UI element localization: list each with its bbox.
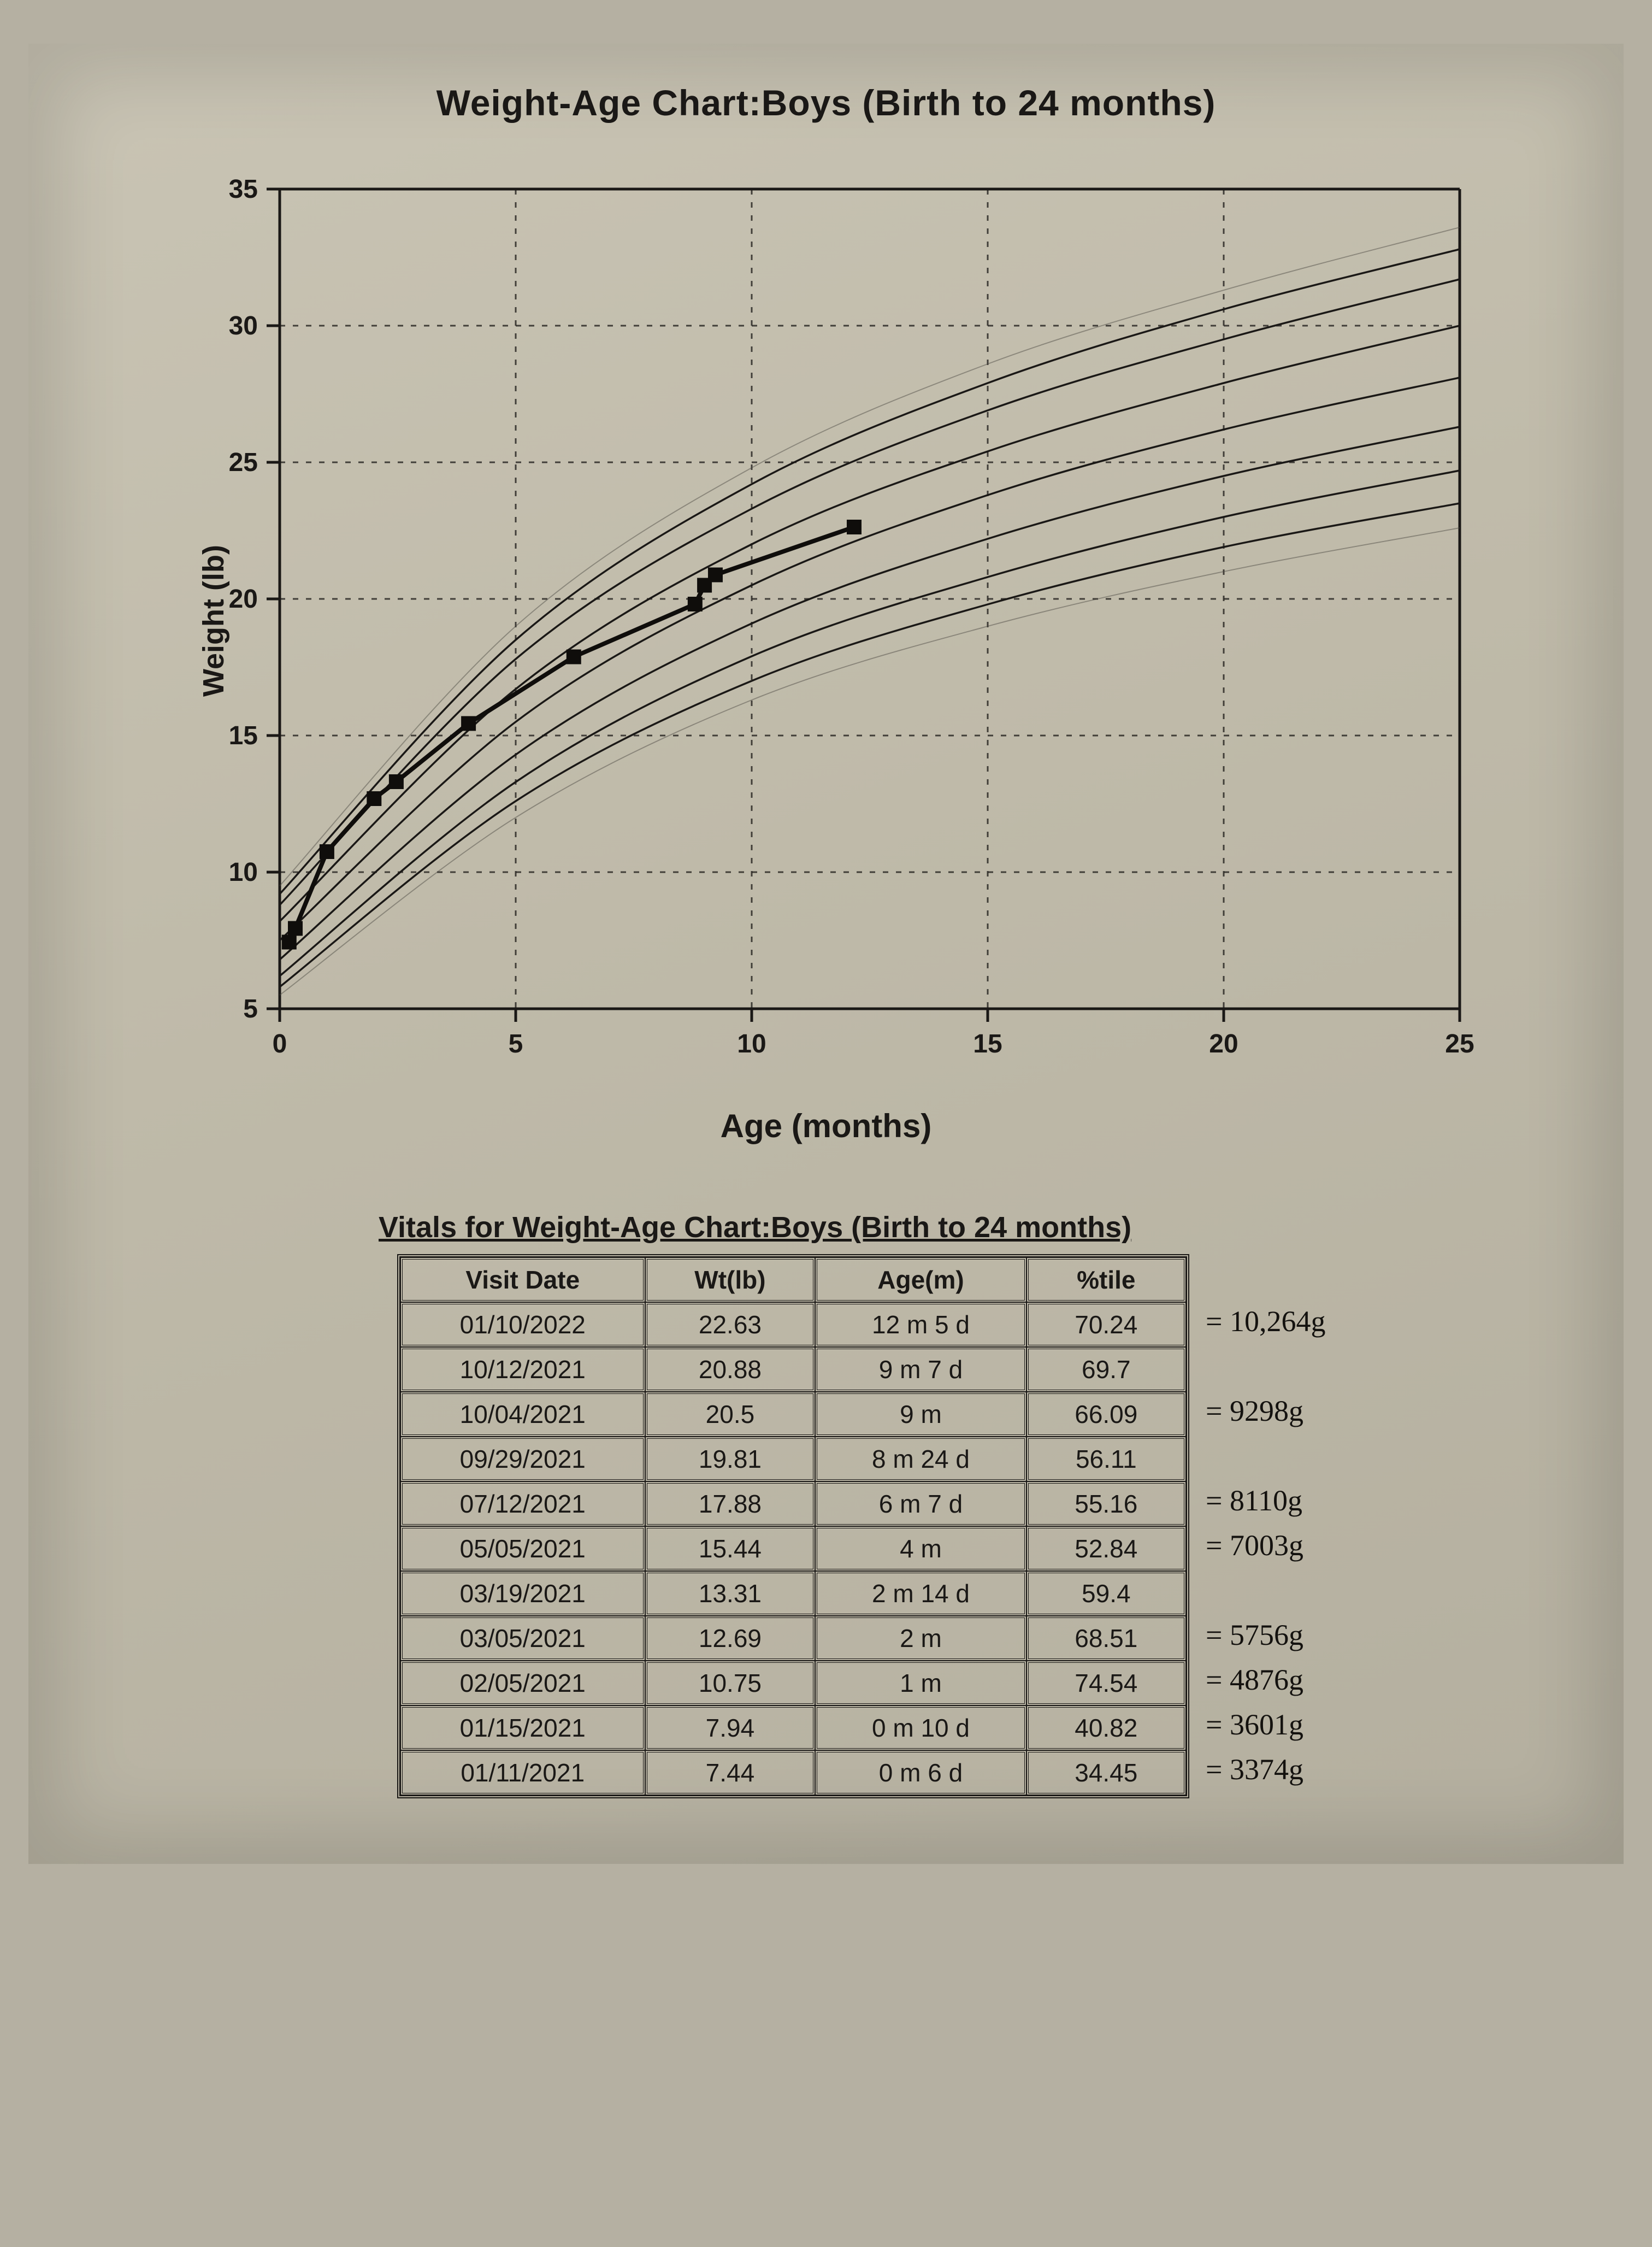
- table-cell: 2 m 14 d: [815, 1571, 1026, 1616]
- table-row: 01/15/20217.940 m 10 d40.82: [400, 1705, 1186, 1750]
- table-cell: 19.81: [645, 1437, 816, 1481]
- svg-text:35: 35: [229, 175, 258, 204]
- table-cell: 7.44: [645, 1750, 816, 1795]
- vitals-col-header: Visit Date: [400, 1257, 645, 1302]
- table-row: 10/04/202120.59 m66.09: [400, 1392, 1186, 1437]
- svg-text:25: 25: [229, 448, 258, 477]
- y-axis-label: Weight (lb): [197, 545, 231, 697]
- table-cell: 15.44: [645, 1526, 816, 1571]
- handwritten-note: = 8110g: [1206, 1478, 1325, 1523]
- table-cell: 8 m 24 d: [815, 1437, 1026, 1481]
- table-cell: 20.88: [645, 1347, 816, 1392]
- table-cell: 56.11: [1026, 1437, 1186, 1481]
- table-cell: 02/05/2021: [400, 1661, 645, 1705]
- table-cell: 70.24: [1026, 1302, 1186, 1347]
- handwritten-note: = 7003g: [1206, 1523, 1325, 1568]
- table-cell: 10/04/2021: [400, 1392, 645, 1437]
- vitals-title: Vitals for Weight-Age Chart:Boys (Birth …: [379, 1210, 1277, 1244]
- handwritten-annotations: = 10,264g = 9298g = 8110g= 7003g = 5756g= 4…: [1206, 1299, 1325, 1792]
- handwritten-note: = 4876g: [1206, 1657, 1325, 1702]
- table-cell: 69.7: [1026, 1347, 1186, 1392]
- table-row: 10/12/202120.889 m 7 d69.7: [400, 1347, 1186, 1392]
- table-row: 03/19/202113.312 m 14 d59.4: [400, 1571, 1186, 1616]
- table-cell: 1 m: [815, 1661, 1026, 1705]
- vitals-col-header: Age(m): [815, 1257, 1026, 1302]
- svg-text:30: 30: [229, 311, 258, 340]
- svg-text:25: 25: [1445, 1030, 1474, 1058]
- svg-text:20: 20: [229, 585, 258, 614]
- chart-title: Weight-Age Chart:Boys (Birth to 24 month…: [61, 82, 1591, 123]
- table-cell: 9 m: [815, 1392, 1026, 1437]
- table-row: 07/12/202117.886 m 7 d55.16: [400, 1481, 1186, 1526]
- table-cell: 0 m 6 d: [815, 1750, 1026, 1795]
- table-row: 03/05/202112.692 m68.51: [400, 1616, 1186, 1661]
- table-cell: 13.31: [645, 1571, 816, 1616]
- table-row: 05/05/202115.444 m52.84: [400, 1526, 1186, 1571]
- table-cell: 59.4: [1026, 1571, 1186, 1616]
- table-cell: 07/12/2021: [400, 1481, 645, 1526]
- table-cell: 22.63: [645, 1302, 816, 1347]
- table-cell: 0 m 10 d: [815, 1705, 1026, 1750]
- vitals-header-row: Visit DateWt(lb)Age(m)%tile: [400, 1257, 1186, 1302]
- table-cell: 03/05/2021: [400, 1616, 645, 1661]
- svg-text:0: 0: [273, 1030, 287, 1058]
- handwritten-note: = 3374g: [1206, 1747, 1325, 1792]
- table-cell: 68.51: [1026, 1616, 1186, 1661]
- vitals-col-header: Wt(lb): [645, 1257, 816, 1302]
- table-cell: 01/10/2022: [400, 1302, 645, 1347]
- vitals-col-header: %tile: [1026, 1257, 1186, 1302]
- table-cell: 12 m 5 d: [815, 1302, 1026, 1347]
- document-sheet: Weight-Age Chart:Boys (Birth to 24 month…: [28, 44, 1624, 1864]
- table-row: 01/10/202222.6312 m 5 d70.24: [400, 1302, 1186, 1347]
- svg-text:10: 10: [737, 1030, 766, 1058]
- table-cell: 12.69: [645, 1616, 816, 1661]
- handwritten-note: = 5756g: [1206, 1613, 1325, 1657]
- table-row: 09/29/202119.818 m 24 d56.11: [400, 1437, 1186, 1481]
- table-cell: 34.45: [1026, 1750, 1186, 1795]
- table-cell: 7.94: [645, 1705, 816, 1750]
- handwritten-note: = 3601g: [1206, 1702, 1325, 1747]
- table-cell: 40.82: [1026, 1705, 1186, 1750]
- growth-chart: Weight (lb) 05101520255101520253035: [170, 156, 1482, 1085]
- table-cell: 52.84: [1026, 1526, 1186, 1571]
- table-cell: 4 m: [815, 1526, 1026, 1571]
- table-cell: 9 m 7 d: [815, 1347, 1026, 1392]
- svg-text:5: 5: [509, 1030, 523, 1058]
- x-axis-label: Age (months): [61, 1107, 1591, 1145]
- table-cell: 09/29/2021: [400, 1437, 645, 1481]
- table-cell: 55.16: [1026, 1481, 1186, 1526]
- svg-text:5: 5: [243, 995, 258, 1023]
- table-cell: 74.54: [1026, 1661, 1186, 1705]
- table-cell: 2 m: [815, 1616, 1026, 1661]
- vitals-section: Vitals for Weight-Age Chart:Boys (Birth …: [375, 1210, 1277, 1798]
- svg-text:20: 20: [1209, 1030, 1238, 1058]
- table-row: 02/05/202110.751 m74.54: [400, 1661, 1186, 1705]
- handwritten-note: = 10,264g: [1206, 1299, 1325, 1344]
- svg-text:15: 15: [973, 1030, 1002, 1058]
- svg-text:15: 15: [229, 721, 258, 750]
- handwritten-note: = 9298g: [1206, 1389, 1325, 1433]
- vitals-table: Visit DateWt(lb)Age(m)%tile 01/10/202222…: [397, 1254, 1189, 1798]
- chart-svg: 05101520255101520253035: [170, 156, 1482, 1085]
- table-cell: 6 m 7 d: [815, 1481, 1026, 1526]
- table-cell: 03/19/2021: [400, 1571, 645, 1616]
- table-cell: 20.5: [645, 1392, 816, 1437]
- table-cell: 10/12/2021: [400, 1347, 645, 1392]
- table-cell: 17.88: [645, 1481, 816, 1526]
- table-cell: 01/15/2021: [400, 1705, 645, 1750]
- table-cell: 01/11/2021: [400, 1750, 645, 1795]
- table-cell: 66.09: [1026, 1392, 1186, 1437]
- table-cell: 10.75: [645, 1661, 816, 1705]
- svg-text:10: 10: [229, 858, 258, 887]
- table-row: 01/11/20217.440 m 6 d34.45: [400, 1750, 1186, 1795]
- table-cell: 05/05/2021: [400, 1526, 645, 1571]
